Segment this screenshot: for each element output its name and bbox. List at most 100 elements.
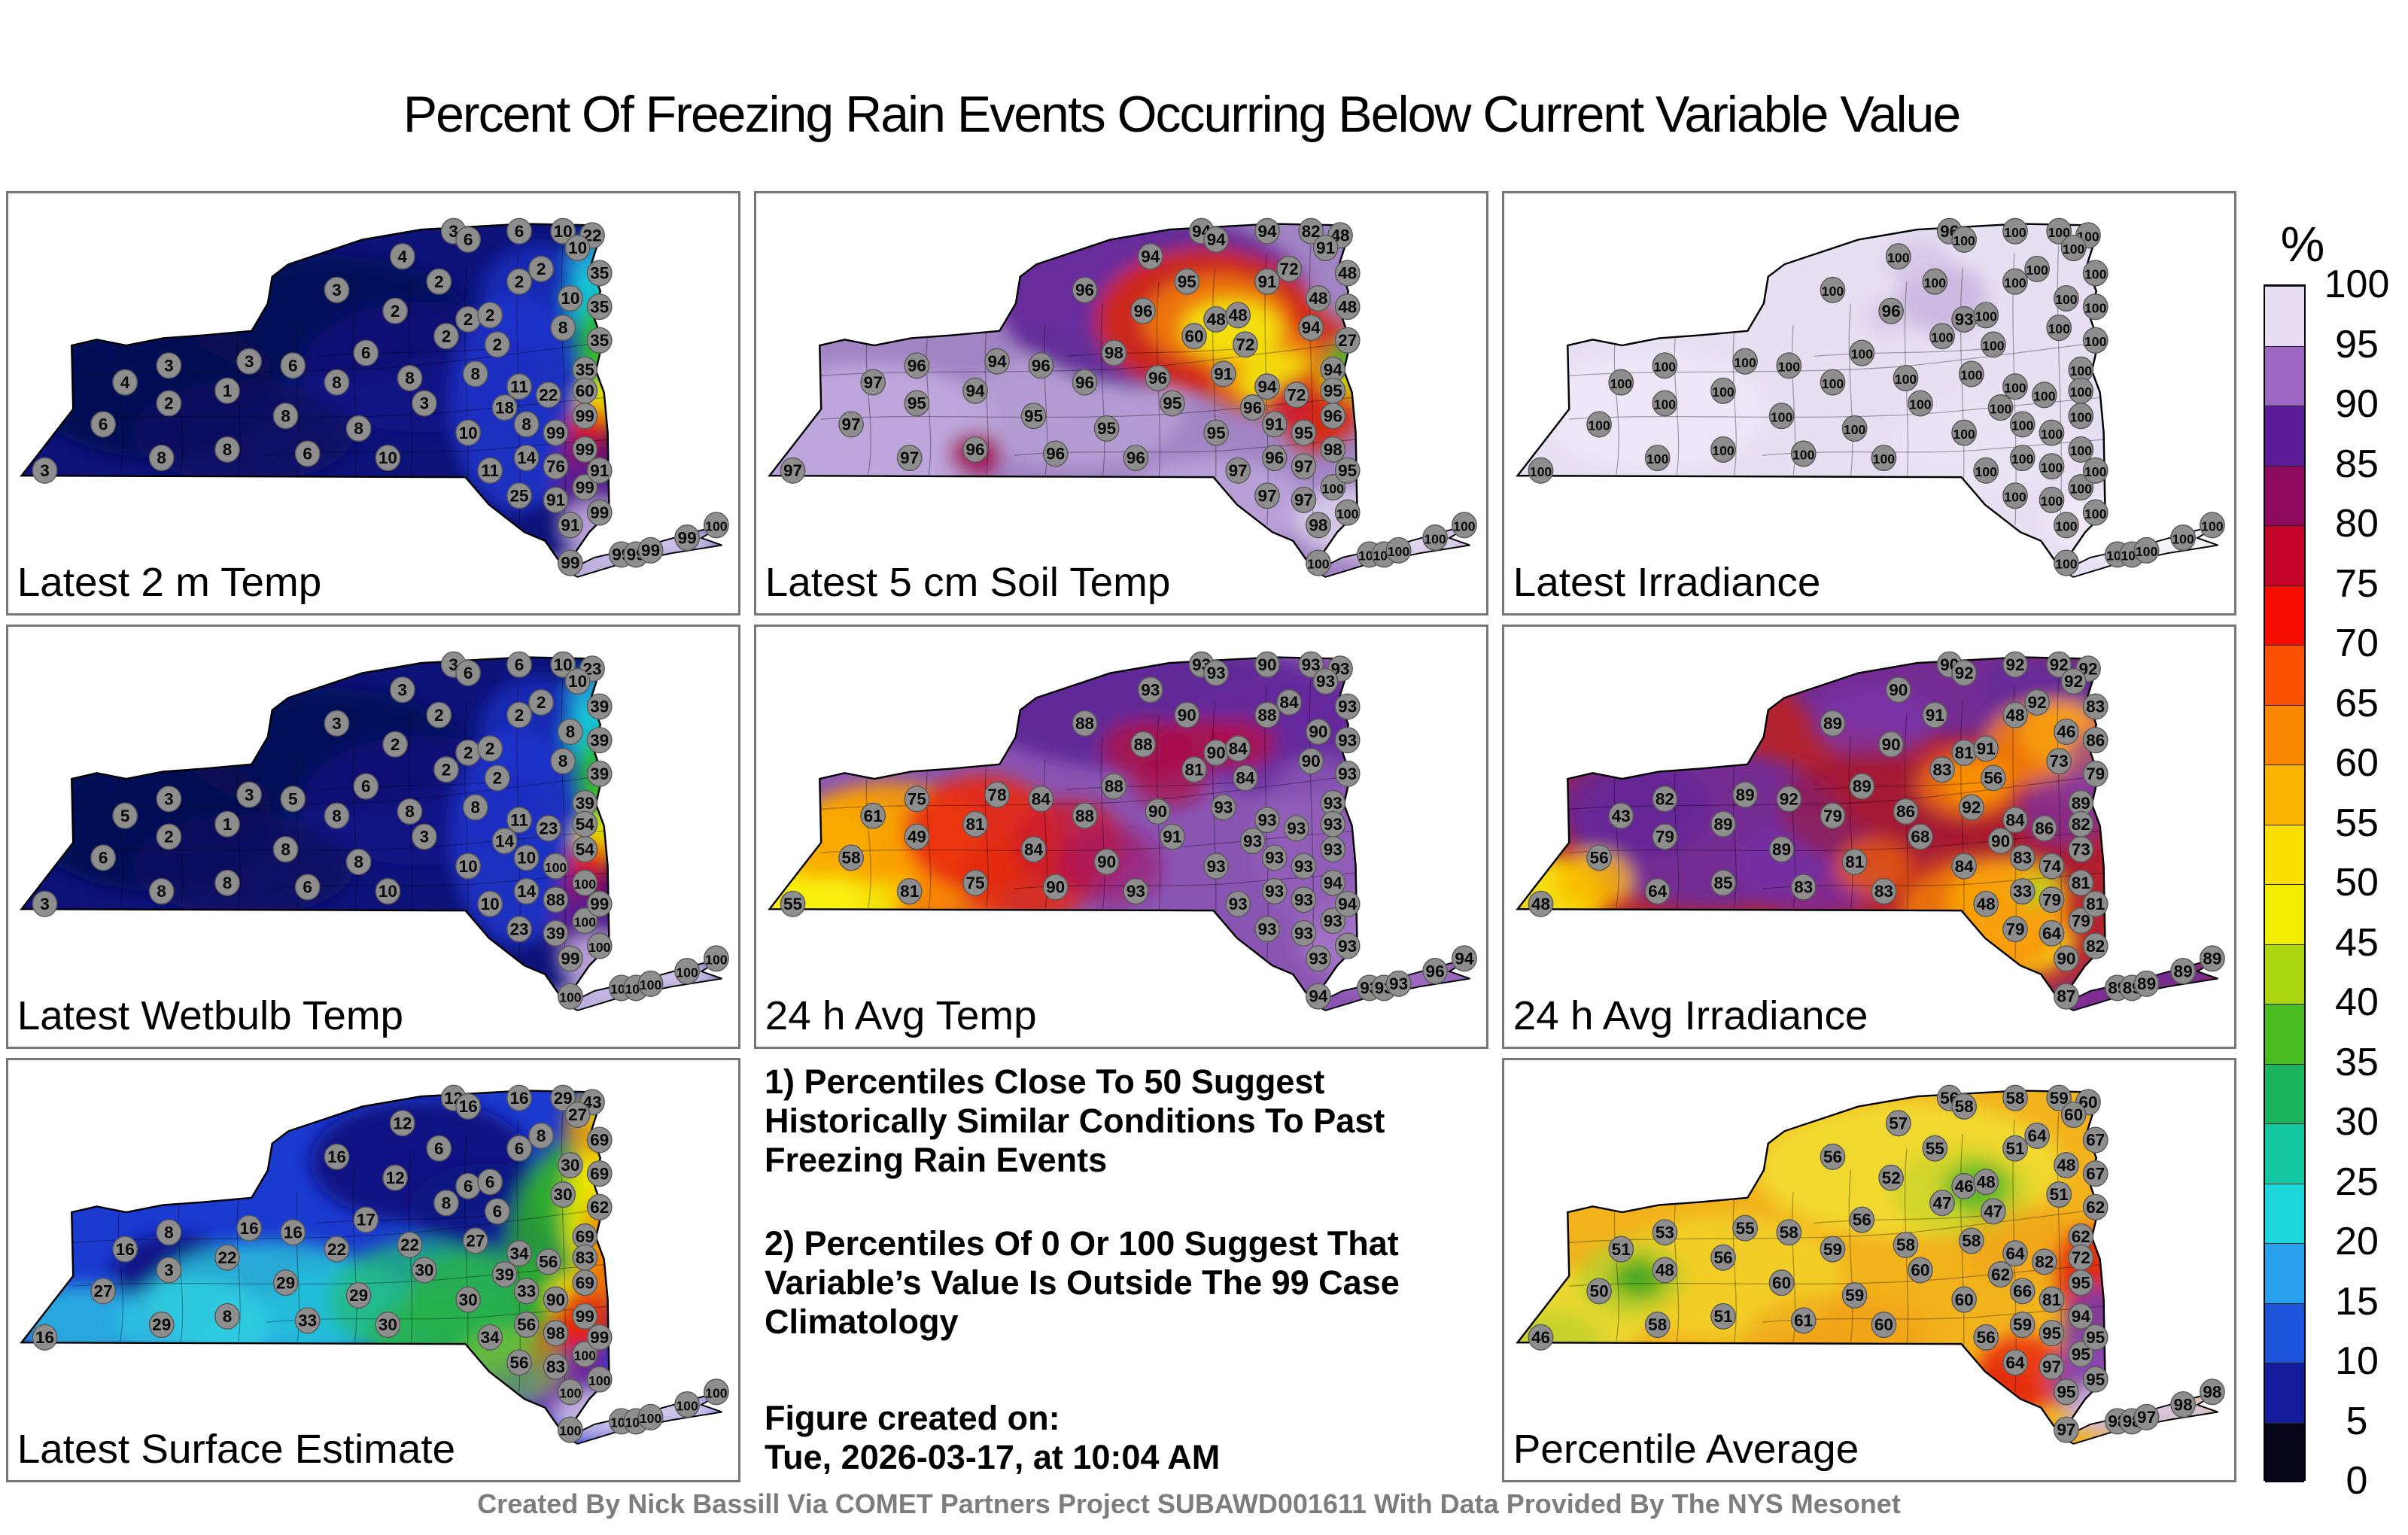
- station-marker: 5: [112, 802, 138, 829]
- station-value: 100: [559, 990, 581, 1005]
- colorbar-segment: [2265, 764, 2304, 825]
- station-marker: 56: [513, 1311, 540, 1339]
- station-value: 100: [2048, 225, 2069, 240]
- station-marker: 8: [345, 848, 372, 876]
- station-marker: 91: [1210, 360, 1236, 388]
- station-value: 93: [1243, 831, 1262, 850]
- station-value: 100: [1424, 531, 1446, 546]
- station-marker: 95: [2039, 1320, 2065, 1347]
- station-value: 58: [842, 849, 861, 868]
- station-value: 90: [1302, 752, 1321, 771]
- ny-map-latest-irradiance: 100 100 100 100 100 100 100 100 100 100 100 100 100 1…: [1513, 217, 2225, 605]
- station-marker: 62: [2082, 1193, 2109, 1220]
- panel-label: 24 h Avg Temp: [765, 992, 1037, 1038]
- station-value: 100: [1771, 410, 1792, 425]
- station-value: 6: [288, 357, 298, 375]
- colorbar-tick-label: 80: [2335, 502, 2379, 546]
- station-value: 8: [405, 802, 415, 821]
- figure-created: Figure created on: Tue, 2026-03-17, at 1…: [765, 1399, 1481, 1477]
- station-value: 8: [354, 419, 363, 438]
- station-marker: 8: [550, 748, 576, 775]
- station-marker: 100: [2053, 284, 2079, 312]
- colorbar-unit-label: %: [2280, 216, 2325, 272]
- colorbar-tick-label: 35: [2335, 1040, 2379, 1084]
- station-marker: 93: [1254, 807, 1280, 834]
- station-marker: 88: [1130, 731, 1157, 758]
- station-value: 55: [783, 895, 802, 913]
- station-marker: 100: [572, 1341, 598, 1368]
- station-marker: 93: [1320, 836, 1346, 863]
- station-value: 100: [1844, 422, 1865, 437]
- station-marker: 100: [703, 512, 729, 539]
- station-value: 86: [2086, 731, 2105, 750]
- station-value: 30: [415, 1261, 433, 1280]
- station-marker: 93: [1239, 828, 1266, 855]
- station-value: 100: [574, 914, 596, 929]
- station-marker: 100: [1907, 390, 1933, 417]
- station-marker: 2: [382, 297, 409, 324]
- station-marker: 16: [506, 1084, 532, 1111]
- station-value: 93: [1338, 764, 1357, 783]
- station-value: 95: [908, 394, 926, 413]
- station-value: 6: [515, 655, 524, 674]
- station-value: 91: [1257, 272, 1276, 291]
- station-value: 8: [332, 807, 342, 825]
- station-value: 100: [2004, 225, 2026, 240]
- station-value: 3: [332, 714, 342, 733]
- station-value: 23: [539, 819, 558, 838]
- station-value: 82: [2086, 937, 2105, 956]
- station-marker: 91: [1312, 234, 1339, 262]
- figure-created-date: Tue, 2026-03-17, at 10:04 AM: [765, 1438, 1221, 1477]
- station-value: 64: [1648, 882, 1668, 901]
- station-marker: 16: [32, 1324, 58, 1351]
- station-value: 8: [281, 407, 290, 426]
- station-marker: 6: [426, 1135, 452, 1162]
- station-value: 2: [515, 706, 524, 725]
- station-marker: 81: [1181, 756, 1207, 783]
- station-marker: 51: [1710, 1302, 1736, 1330]
- station-marker: 2: [156, 823, 182, 850]
- station-marker: 59: [2009, 1311, 2036, 1339]
- station-value: 83: [1932, 761, 1951, 780]
- station-value: 10: [568, 672, 587, 691]
- station-marker: 84: [2002, 807, 2028, 834]
- station-value: 97: [1294, 457, 1313, 476]
- panel-latest-wetbulb-temp: 3 6 5 8 2 3 8 1 3 8 5 6 8 3 8 6 10 2 3 8 3 2 3 6 2 2 8 2 2 6 2 2 10 23 10 8…: [6, 625, 740, 1049]
- station-marker: 58: [2002, 1084, 2028, 1111]
- station-marker: 73: [2068, 836, 2094, 863]
- station-marker: 84: [1028, 786, 1054, 813]
- station-value: 97: [900, 448, 919, 467]
- station-marker: 90: [1298, 748, 1324, 775]
- station-value: 27: [568, 1105, 587, 1124]
- station-value: 2: [537, 260, 546, 278]
- station-value: 93: [1338, 698, 1357, 716]
- station-marker: 94: [1320, 869, 1346, 896]
- station-marker: 93: [1320, 810, 1346, 837]
- station-marker: 97: [780, 457, 806, 484]
- station-value: 96: [1148, 369, 1167, 388]
- station-value: 27: [94, 1282, 113, 1301]
- station-value: 16: [240, 1219, 259, 1238]
- station-marker: 100: [572, 907, 598, 935]
- station-value: 10: [459, 424, 478, 442]
- station-marker: 16: [112, 1236, 138, 1263]
- station-marker: 49: [904, 823, 930, 850]
- station-value: 96: [1426, 962, 1445, 980]
- station-marker: 39: [572, 789, 598, 816]
- station-marker: 100: [2002, 268, 2028, 295]
- station-marker: 97: [1291, 453, 1317, 480]
- station-marker: 2: [506, 701, 532, 728]
- ny-map-percentile-average: 4650515848535156556058615956595660525758…: [1513, 1084, 2225, 1472]
- station-marker: 95: [1291, 419, 1317, 446]
- station-marker: 99: [586, 1324, 613, 1351]
- station-marker: 96: [1123, 444, 1149, 472]
- station-marker: 2: [433, 756, 459, 783]
- station-marker: 22: [214, 1244, 240, 1271]
- panel-latest-5cm-soil-temp: 97 97 97 97 95 96 96 94 94 95 96 96 96 96 95 98 96 96 94 96…: [754, 191, 1488, 616]
- station-marker: 10: [564, 667, 591, 695]
- panel-label: Latest Wetbulb Temp: [17, 992, 403, 1038]
- station-marker: 11: [477, 457, 503, 484]
- station-value: 8: [354, 853, 363, 871]
- station-value: 82: [1655, 790, 1674, 809]
- station-marker: 92: [2060, 667, 2087, 695]
